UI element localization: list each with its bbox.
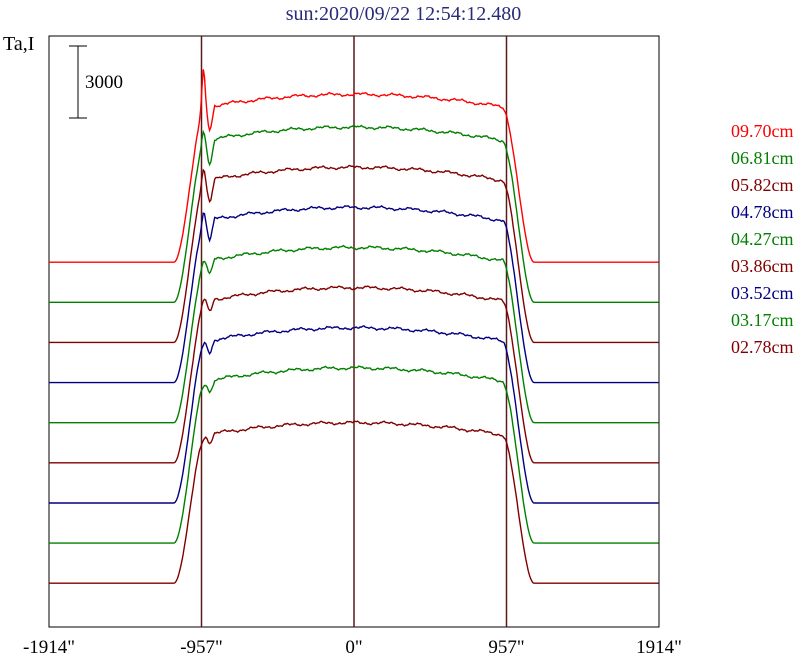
legend-entry: 04.27cm — [731, 229, 794, 249]
legend-entry: 05.82cm — [731, 175, 794, 195]
legend-entry: 03.52cm — [731, 283, 794, 303]
x-tick-label: 1914" — [636, 637, 682, 658]
series-line-03.17cm — [49, 365, 659, 544]
legend: 09.70cm 06.81cm 05.82cm 04.78cm 04.27cm 03.86… — [731, 118, 794, 361]
legend-entry: 03.17cm — [731, 310, 794, 330]
series-line-03.52cm — [49, 324, 659, 504]
series-line-06.81cm — [49, 124, 659, 303]
scale-bar-label: 3000 — [85, 72, 123, 93]
series-line-05.82cm — [49, 164, 659, 344]
legend-entry: 03.86cm — [731, 256, 794, 276]
y-axis-label: Ta,I — [3, 33, 35, 55]
x-tick-label: -1914" — [22, 637, 76, 658]
series-line-04.78cm — [49, 205, 659, 384]
legend-entry: 04.78cm — [731, 202, 794, 222]
legend-entry: 06.81cm — [731, 148, 794, 168]
chart-title: sun:2020/09/22 12:54:12.480 — [285, 3, 522, 25]
series-line-02.78cm — [49, 420, 659, 584]
x-tick-label: 957" — [488, 637, 525, 658]
series-line-04.27cm — [49, 244, 659, 424]
series-line-09.70cm — [49, 69, 659, 263]
x-tick-label: -957" — [180, 637, 223, 658]
series-line-03.86cm — [49, 285, 659, 464]
legend-entry: 02.78cm — [731, 337, 794, 357]
legend-entry: 09.70cm — [731, 121, 794, 141]
x-tick-label: 0" — [345, 637, 363, 658]
